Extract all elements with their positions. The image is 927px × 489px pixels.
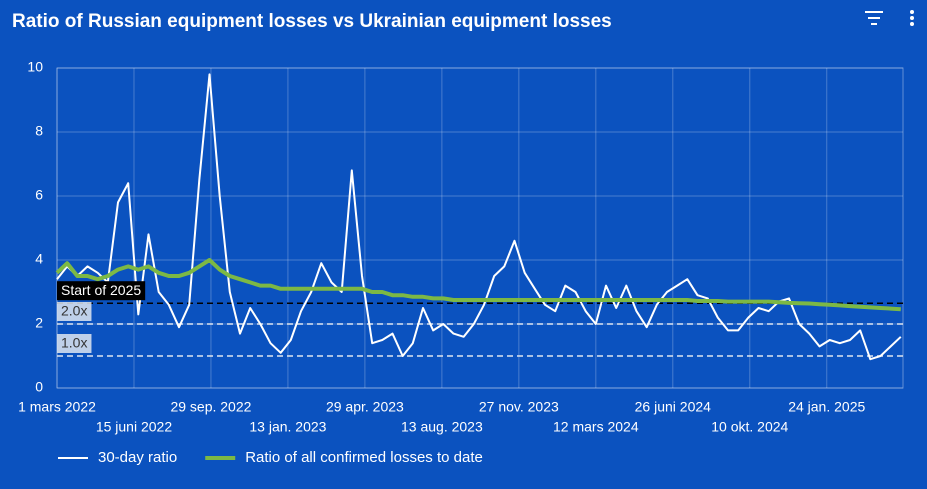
x-tick-label: 26 juni 2024 — [635, 399, 712, 415]
x-tick-label: 13 jan. 2023 — [249, 419, 326, 435]
x-tick-label: 10 okt. 2024 — [711, 419, 788, 435]
legend-label: 30-day ratio — [98, 449, 177, 466]
x-tick-label: 13 aug. 2023 — [401, 419, 483, 435]
y-tick-label: 4 — [35, 251, 43, 267]
filter-icon[interactable] — [865, 11, 883, 25]
series-line — [56, 73, 902, 361]
reference-label-box — [57, 334, 92, 353]
x-tick-label: 24 jan. 2025 — [788, 399, 865, 415]
y-tick-label: 2 — [35, 315, 43, 331]
x-tick-label: 29 apr. 2023 — [326, 399, 404, 415]
reference-label-text: 2.0x — [61, 303, 87, 319]
series-line — [55, 258, 901, 312]
reference-label: Start of 2025 — [57, 281, 146, 301]
x-tick-label: 15 juni 2022 — [96, 419, 173, 435]
reference-label: 1.0x — [57, 334, 92, 353]
y-tick-label: 8 — [35, 123, 43, 139]
y-tick-label: 6 — [35, 187, 43, 203]
y-tick-label: 10 — [27, 59, 43, 75]
reference-label-box — [57, 302, 92, 321]
x-tick-label: 27 nov. 2023 — [479, 399, 559, 415]
x-tick-label: 1 mars 2022 — [18, 399, 96, 415]
y-tick-label: 0 — [35, 379, 43, 395]
x-tick-label: 29 sep. 2022 — [170, 399, 251, 415]
x-tick-label: 12 mars 2024 — [553, 419, 639, 435]
reference-label-box — [57, 281, 146, 301]
reference-label-text: Start of 2025 — [61, 282, 141, 298]
menu-icon[interactable] — [910, 10, 914, 26]
chart-title: Ratio of Russian equipment losses vs Ukr… — [12, 11, 612, 32]
legend-label: Ratio of all confirmed losses to date — [245, 449, 483, 466]
reference-label-text: 1.0x — [61, 335, 87, 351]
plot-frame — [56, 67, 904, 389]
reference-label: 2.0x — [57, 302, 92, 321]
